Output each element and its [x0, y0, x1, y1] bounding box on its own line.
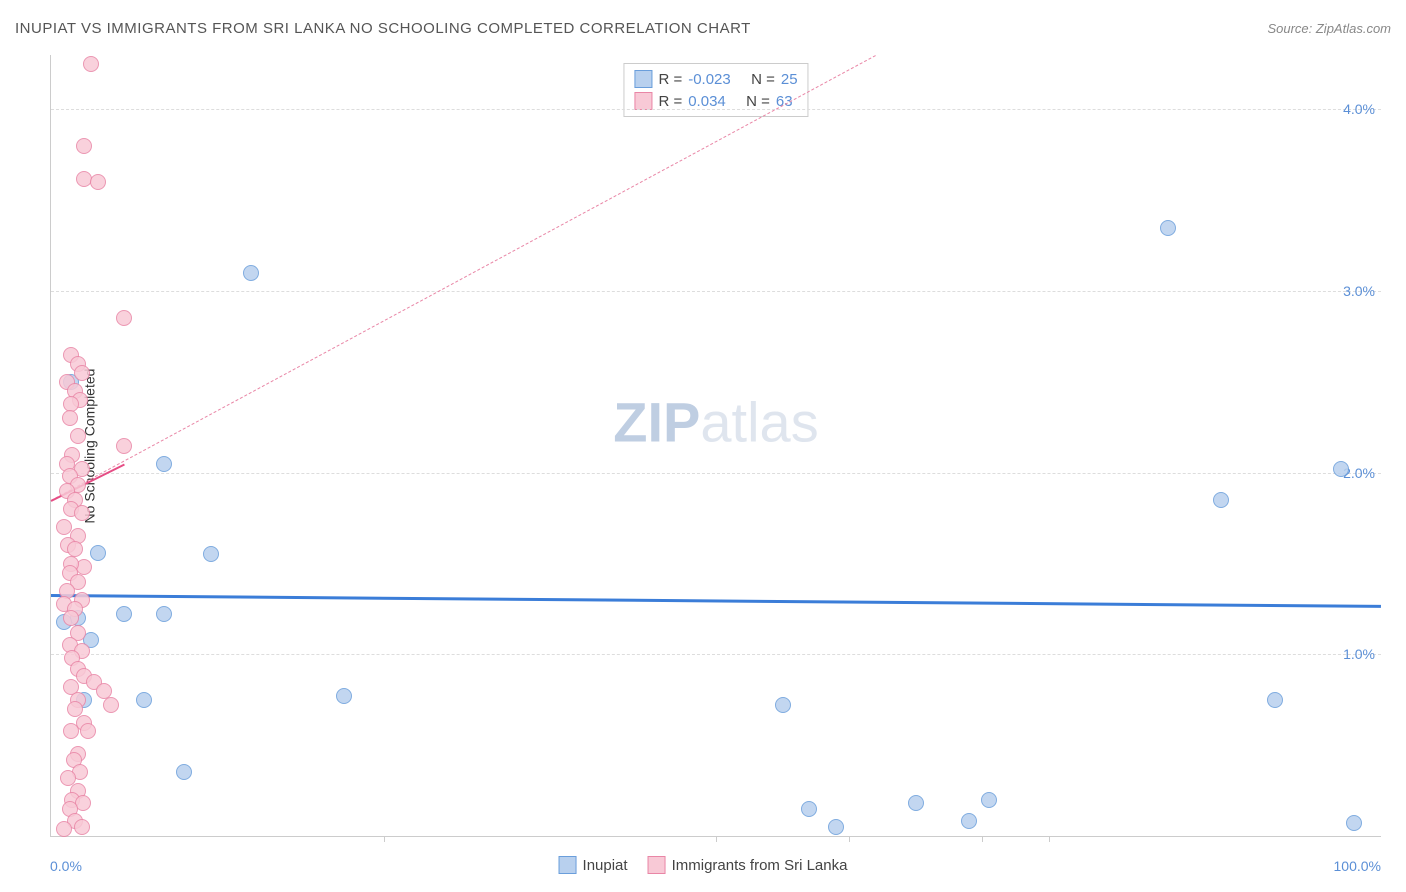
data-point [156, 606, 172, 622]
data-point [775, 697, 791, 713]
n-label: N = [746, 93, 770, 110]
x-tick-max: 100.0% [1334, 858, 1381, 874]
data-point [103, 697, 119, 713]
data-point [1160, 220, 1176, 236]
data-point [83, 56, 99, 72]
data-point [116, 438, 132, 454]
watermark: ZIPatlas [613, 390, 818, 455]
x-tick-mark [849, 836, 850, 842]
data-point [116, 310, 132, 326]
watermark-rest: atlas [700, 391, 818, 454]
y-tick-label: 1.0% [1343, 646, 1375, 662]
x-tick-mark [982, 836, 983, 842]
n-value-inupiat: 25 [781, 71, 798, 88]
y-tick-label: 3.0% [1343, 283, 1375, 299]
data-point [116, 606, 132, 622]
data-point [80, 723, 96, 739]
n-label: N = [751, 71, 775, 88]
data-point [243, 265, 259, 281]
y-tick-label: 4.0% [1343, 101, 1375, 117]
data-point [70, 428, 86, 444]
legend-label-inupiat: Inupiat [583, 857, 628, 874]
gridline [51, 109, 1381, 110]
r-value-srilanka: 0.034 [688, 93, 726, 110]
x-tick-mark [1049, 836, 1050, 842]
legend-item-srilanka: Immigrants from Sri Lanka [648, 856, 848, 874]
data-point [336, 688, 352, 704]
trend-line [51, 55, 876, 501]
data-point [1213, 492, 1229, 508]
r-value-inupiat: -0.023 [688, 71, 731, 88]
data-point [1333, 461, 1349, 477]
data-point [76, 138, 92, 154]
data-point [908, 795, 924, 811]
data-point [136, 692, 152, 708]
data-point [801, 801, 817, 817]
legend-label-srilanka: Immigrants from Sri Lanka [672, 857, 848, 874]
data-point [961, 813, 977, 829]
data-point [828, 819, 844, 835]
x-tick-mark [384, 836, 385, 842]
data-point [156, 456, 172, 472]
gridline [51, 473, 1381, 474]
x-tick-mark [716, 836, 717, 842]
legend-row-inupiat: R = -0.023 N = 25 [634, 68, 797, 90]
chart-title: INUPIAT VS IMMIGRANTS FROM SRI LANKA NO … [15, 20, 751, 37]
data-point [74, 819, 90, 835]
gridline [51, 654, 1381, 655]
swatch-inupiat [634, 70, 652, 88]
data-point [74, 365, 90, 381]
series-legend: Inupiat Immigrants from Sri Lanka [559, 856, 848, 874]
data-point [63, 723, 79, 739]
x-tick-min: 0.0% [50, 858, 82, 874]
legend-item-inupiat: Inupiat [559, 856, 628, 874]
scatter-chart: ZIPatlas R = -0.023 N = 25 R = 0.034 N =… [50, 55, 1381, 837]
data-point [74, 505, 90, 521]
trend-line [51, 594, 1381, 608]
r-label: R = [658, 93, 682, 110]
r-label: R = [658, 71, 682, 88]
chart-header: INUPIAT VS IMMIGRANTS FROM SRI LANKA NO … [15, 20, 1391, 37]
data-point [56, 821, 72, 837]
data-point [203, 546, 219, 562]
watermark-bold: ZIP [613, 391, 700, 454]
data-point [90, 174, 106, 190]
data-point [1267, 692, 1283, 708]
swatch-srilanka [648, 856, 666, 874]
data-point [176, 764, 192, 780]
source-attribution: Source: ZipAtlas.com [1267, 21, 1391, 36]
data-point [63, 396, 79, 412]
gridline [51, 291, 1381, 292]
swatch-inupiat [559, 856, 577, 874]
data-point [62, 410, 78, 426]
swatch-srilanka [634, 92, 652, 110]
data-point [1346, 815, 1362, 831]
data-point [67, 701, 83, 717]
data-point [981, 792, 997, 808]
data-point [90, 545, 106, 561]
